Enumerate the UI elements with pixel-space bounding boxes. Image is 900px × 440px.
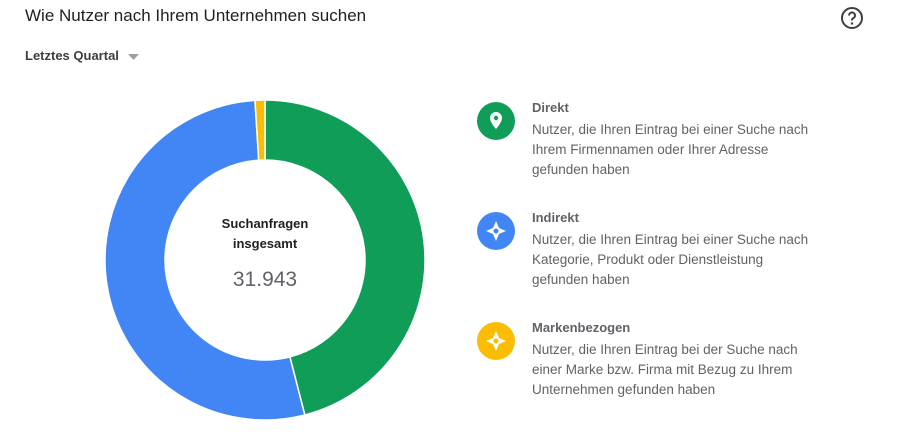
dropdown-arrow[interactable] xyxy=(128,54,140,62)
legend-name: Markenbezogen xyxy=(532,320,631,335)
donut-center: Suchanfragen insgesamt 31.943 xyxy=(195,214,335,292)
donut-chart xyxy=(104,99,426,421)
donut-segment xyxy=(264,99,426,416)
help-icon[interactable] xyxy=(840,6,864,30)
donut-segment xyxy=(254,99,266,161)
legend-icon xyxy=(477,102,515,140)
legend-name: Indirekt xyxy=(532,210,579,225)
legend-description: Nutzer, die Ihren Eintrag bei einer Such… xyxy=(532,122,809,177)
donut-segment xyxy=(104,99,306,421)
total: 31.943 xyxy=(232,268,298,291)
legend-name: Direkt xyxy=(532,100,569,115)
center-label: Suchanfragen insgesamt xyxy=(221,216,309,251)
legend-description: Nutzer, die Ihren Eintrag bei der Suche … xyxy=(532,342,798,397)
period-dropdown[interactable]: Letztes Quartal xyxy=(25,48,119,63)
legend-icon xyxy=(477,212,515,250)
title: Wie Nutzer nach Ihrem Unternehmen suchen xyxy=(25,6,367,25)
legend-description: Nutzer, die Ihren Eintrag bei einer Such… xyxy=(532,232,809,287)
legend-icon xyxy=(477,322,515,360)
